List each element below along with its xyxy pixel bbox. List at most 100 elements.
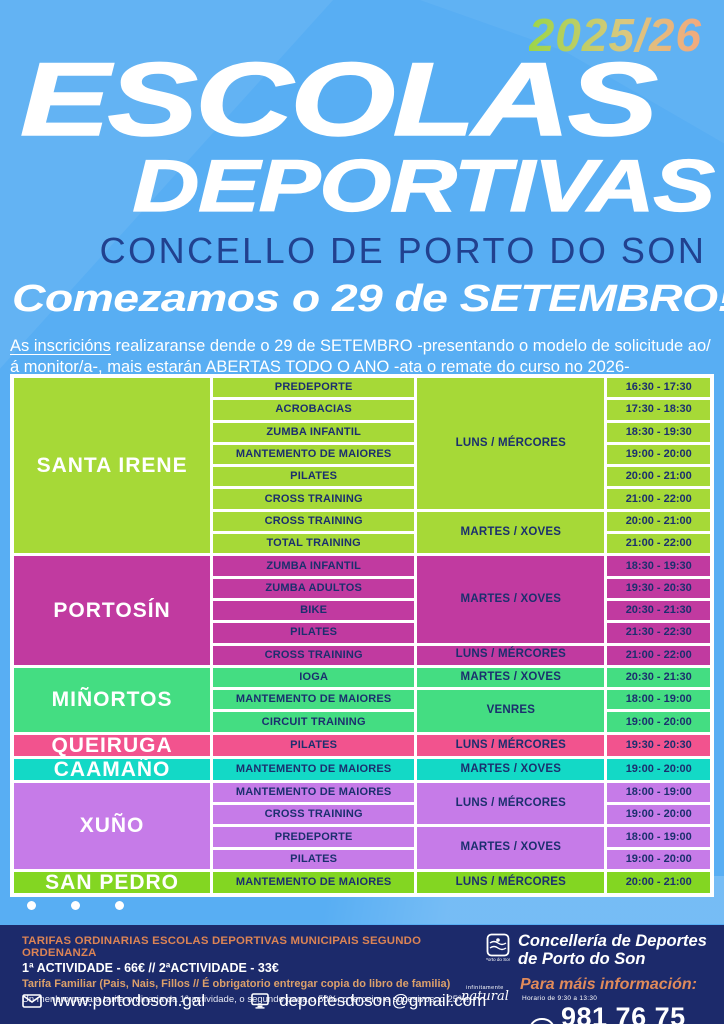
envelope-icon (22, 994, 42, 1008)
activity-cell: MANTEMENTO DE MAIORES (213, 690, 415, 710)
activity-cell: TOTAL TRAINING (213, 534, 415, 554)
phone-number[interactable]: 981 76 75 89 (561, 1001, 686, 1024)
dot-icon (115, 901, 124, 910)
time-cell: 19:00 - 20:00 (607, 849, 710, 869)
time-cell: 20:00 - 21:00 (607, 871, 710, 893)
time-cell: 18:00 - 19:00 (607, 827, 710, 847)
time-cell: 19:30 - 20:30 (607, 578, 710, 598)
time-cell: 19:00 - 20:00 (607, 712, 710, 732)
activity-cell: ACROBACIAS (213, 400, 415, 420)
tarifa-detail: Un menbro paga a tarifa ordinaria da 1ª … (22, 994, 470, 1005)
time-cell: 20:30 - 21:30 (607, 667, 710, 688)
time-cell: 20:00 - 21:00 (607, 467, 710, 487)
website-link[interactable]: www.portodoson.gal (22, 991, 205, 1011)
phone-bubble-icon (528, 1017, 556, 1024)
location-cell: QUEIRUGA (14, 734, 211, 756)
activity-cell: CROSS TRAINING (213, 645, 415, 665)
stamp-line2: natural (461, 989, 509, 1004)
activity-cell: PILATES (213, 467, 415, 487)
phone-row: 981 76 75 89 (528, 1002, 724, 1024)
activity-cell: PILATES (213, 849, 415, 869)
location-cell: CAAMAÑO (14, 758, 211, 780)
activity-cell: ZUMBA ADULTOS (213, 578, 415, 598)
enrollment-underline-2: estarán ABERTAS TODO O ANO (146, 358, 390, 377)
enrollment-paragraph: As inscricións realizaranse dende o 29 d… (10, 336, 720, 380)
time-cell: 17:30 - 18:30 (607, 400, 710, 420)
poster-title-line2: DEPORTIVAS (132, 146, 716, 227)
time-cell: 18:30 - 19:30 (607, 422, 710, 442)
tarifas-title: TARIFAS ORDINARIAS ESCOLAS DEPORTIVAS MU… (22, 935, 422, 959)
activity-cell: CROSS TRAINING (213, 489, 415, 509)
org-name: Concellería de Deportes de Porto do Son (518, 932, 707, 969)
tarifa-familiar: Tarifa Familiar (Pais, Nais, Fillos // É… (22, 978, 451, 990)
day-cell: MARTES / XOVES (417, 667, 605, 688)
time-cell: 16:30 - 17:30 (607, 378, 710, 398)
activity-cell: MANTEMENTO DE MAIORES (213, 782, 415, 803)
time-cell: 21:00 - 22:00 (607, 534, 710, 554)
day-cell: LUNS / MÉRCORES (417, 734, 605, 756)
activity-cell: ZUMBA INFANTIL (213, 422, 415, 442)
footer-bar: TARIFAS ORDINARIAS ESCOLAS DEPORTIVAS MU… (0, 925, 724, 1024)
svg-text:Porto do Son: Porto do Son (486, 957, 510, 962)
location-cell: SAN PEDRO (14, 871, 211, 893)
activity-cell: PILATES (213, 623, 415, 643)
day-cell: MARTES / XOVES (417, 511, 605, 554)
org-name-line1: Concellería de Deportes (518, 932, 707, 950)
email-link[interactable]: deportesdoson@gmail.com (251, 991, 486, 1011)
start-date-heading: Comezamos o 29 de SETEMBRO! (12, 278, 724, 320)
enrollment-text-2: -ata o remate do curso no 2026- (389, 358, 630, 377)
website-text: www.portodoson.gal (52, 991, 206, 1010)
time-cell: 21:30 - 22:30 (607, 623, 710, 643)
day-cell: MARTES / XOVES (417, 758, 605, 780)
dot-icon (27, 901, 36, 910)
dot-icon (71, 901, 80, 910)
council-contact-block: Porto do Son Concellería de Deportes de … (461, 932, 724, 1024)
day-cell: MARTES / XOVES (417, 827, 605, 869)
activity-cell: PREDEPORTE (213, 378, 415, 398)
activity-cell: ZUMBA INFANTIL (213, 556, 415, 576)
contact-row: www.portodoson.gal deportesdoson@gmail.c… (22, 991, 486, 1011)
org-row: Porto do Son Concellería de Deportes de … (485, 932, 724, 969)
crest-icon: Porto do Son (485, 933, 512, 968)
location-cell: SANTA IRENE (14, 378, 211, 554)
time-cell: 18:30 - 19:30 (607, 556, 710, 576)
time-cell: 18:00 - 19:00 (607, 690, 710, 710)
location-cell: XUÑO (14, 782, 211, 869)
enrollment-underline-1: As inscricións (10, 336, 111, 355)
time-cell: 19:30 - 20:30 (607, 734, 710, 756)
activity-cell: MANTEMENTO DE MAIORES (213, 871, 415, 893)
time-cell: 19:00 - 20:00 (607, 444, 710, 465)
tarifas-prices: 1ª ACTIVIDADE - 66€ // 2ªACTIVIDADE - 33… (22, 961, 279, 975)
time-cell: 21:00 - 22:00 (607, 645, 710, 665)
time-cell: 19:00 - 20:00 (607, 758, 710, 780)
more-info-label: Para máis información: (520, 975, 697, 993)
natural-stamp: infinitamente natural (456, 985, 514, 1003)
email-text: deportesdoson@gmail.com (279, 991, 487, 1010)
activity-cell: CROSS TRAINING (213, 805, 415, 825)
activity-cell: CROSS TRAINING (213, 511, 415, 532)
activity-cell: CIRCUIT TRAINING (213, 712, 415, 732)
tarifas-block: TARIFAS ORDINARIAS ESCOLAS DEPORTIVAS MU… (22, 935, 472, 1005)
schedule-table: SANTA IRENE PREDEPORTE 16:30 - 17:30 ACROBA… (10, 374, 714, 897)
location-cell: MIÑORTOS (14, 667, 211, 732)
org-name-line2: de Porto do Son (518, 949, 646, 968)
stamp-line1: infinitamente (466, 985, 504, 991)
time-cell: 20:30 - 21:30 (607, 600, 710, 621)
activity-cell: BIKE (213, 600, 415, 621)
time-cell: 21:00 - 22:00 (607, 489, 710, 509)
activity-cell: MANTEMENTO DE MAIORES (213, 444, 415, 465)
enrollment-text-1: realizaranse dende o 29 de SETEMBRO -pre… (10, 336, 711, 377)
pagination-dots (27, 901, 124, 910)
activity-cell: MANTEMENTO DE MAIORES (213, 758, 415, 780)
day-cell: LUNS / MÉRCORES (417, 645, 605, 665)
activity-cell: PREDEPORTE (213, 827, 415, 847)
activity-cell: PILATES (213, 734, 415, 756)
location-cell: PORTOSÍN (14, 556, 211, 665)
activity-cell: IOGA (213, 667, 415, 688)
office-hours-note: Horario de 9:30 a 13:30 (522, 994, 598, 1002)
time-cell: 20:00 - 21:00 (607, 511, 710, 532)
season-year: 2025/26 (528, 9, 702, 61)
day-cell: VENRES (417, 690, 605, 732)
time-cell: 19:00 - 20:00 (607, 805, 710, 825)
